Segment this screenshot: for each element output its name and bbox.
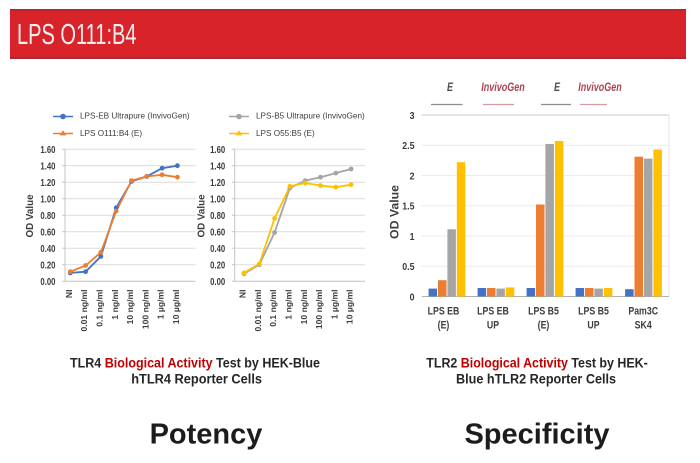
svg-text:0.80: 0.80 bbox=[40, 210, 55, 221]
svg-text:0.00: 0.00 bbox=[40, 276, 55, 287]
svg-text:LPS B5: LPS B5 bbox=[578, 306, 609, 318]
svg-text:10 µg/ml: 10 µg/ml bbox=[345, 290, 355, 325]
svg-text:0.00: 0.00 bbox=[210, 276, 225, 287]
svg-text:InvivoGen: InvivoGen bbox=[481, 81, 525, 95]
svg-text:1.5: 1.5 bbox=[402, 201, 415, 213]
svg-text:LPS EB: LPS EB bbox=[477, 306, 509, 318]
svg-text:Pam3C: Pam3C bbox=[628, 306, 658, 318]
svg-text:0.20: 0.20 bbox=[210, 260, 225, 271]
svg-text:1.20: 1.20 bbox=[40, 177, 55, 188]
svg-text:E: E bbox=[447, 81, 454, 95]
svg-text:OD Value: OD Value bbox=[388, 185, 402, 239]
svg-text:0.1 ng/ml: 0.1 ng/ml bbox=[95, 290, 105, 327]
svg-text:E: E bbox=[554, 81, 561, 95]
svg-text:LPS B5: LPS B5 bbox=[528, 306, 559, 318]
svg-text:1 µg/ml: 1 µg/ml bbox=[329, 290, 339, 320]
svg-text:TLR4 Biological Activity Test: TLR4 Biological Activity Test by HEK-Blu… bbox=[70, 355, 320, 371]
svg-text:Potency: Potency bbox=[150, 419, 263, 451]
svg-text:0.5: 0.5 bbox=[402, 261, 415, 273]
svg-text:0.40: 0.40 bbox=[210, 243, 225, 254]
svg-text:1 ng/ml: 1 ng/ml bbox=[284, 290, 294, 320]
svg-text:1.20: 1.20 bbox=[210, 177, 225, 188]
svg-text:InvivoGen: InvivoGen bbox=[578, 81, 622, 95]
svg-text:1.00: 1.00 bbox=[210, 193, 225, 204]
svg-text:NI: NI bbox=[64, 290, 74, 299]
svg-text:1 ng/ml: 1 ng/ml bbox=[110, 290, 120, 320]
svg-text:1.40: 1.40 bbox=[40, 160, 55, 171]
svg-text:1.60: 1.60 bbox=[210, 144, 225, 155]
svg-text:Blue hTLR2 Reporter Cells: Blue hTLR2 Reporter Cells bbox=[456, 371, 616, 387]
svg-text:10 ng/ml: 10 ng/ml bbox=[299, 290, 309, 325]
svg-text:3: 3 bbox=[410, 110, 415, 122]
svg-text:LPS-EB Ultrapure (InvivoGen): LPS-EB Ultrapure (InvivoGen) bbox=[80, 112, 190, 121]
svg-text:hTLR4 Reporter Cells: hTLR4 Reporter Cells bbox=[131, 371, 262, 387]
svg-text:0.60: 0.60 bbox=[40, 226, 55, 237]
svg-text:0.60: 0.60 bbox=[210, 226, 225, 237]
svg-text:OD Value: OD Value bbox=[25, 194, 36, 238]
svg-text:OD Value: OD Value bbox=[197, 194, 208, 238]
svg-text:100 ng/ml: 100 ng/ml bbox=[314, 290, 324, 330]
svg-text:100 ng/ml: 100 ng/ml bbox=[140, 290, 150, 330]
svg-text:0.1 ng/ml: 0.1 ng/ml bbox=[268, 290, 278, 327]
svg-text:LPS EB: LPS EB bbox=[428, 306, 460, 318]
svg-text:0.01 ng/ml: 0.01 ng/ml bbox=[253, 290, 263, 332]
svg-text:2.5: 2.5 bbox=[402, 140, 415, 152]
svg-text:UP: UP bbox=[587, 320, 600, 332]
svg-text:1.60: 1.60 bbox=[40, 144, 55, 155]
svg-text:0.01 ng/ml: 0.01 ng/ml bbox=[79, 290, 89, 332]
svg-text:0.20: 0.20 bbox=[40, 260, 55, 271]
svg-text:LPS O111:B4 (E): LPS O111:B4 (E) bbox=[80, 129, 142, 138]
svg-text:Specificity: Specificity bbox=[464, 419, 609, 451]
svg-text:(E): (E) bbox=[438, 320, 450, 332]
svg-text:NI: NI bbox=[238, 290, 248, 299]
svg-text:0.80: 0.80 bbox=[210, 210, 225, 221]
svg-text:UP: UP bbox=[487, 320, 500, 332]
svg-text:0.40: 0.40 bbox=[40, 243, 55, 254]
svg-text:1 µg/ml: 1 µg/ml bbox=[156, 290, 166, 320]
svg-text:SK4: SK4 bbox=[635, 320, 653, 332]
svg-text:(E): (E) bbox=[538, 320, 550, 332]
svg-text:1.40: 1.40 bbox=[210, 160, 225, 171]
svg-text:LPS O111:B4: LPS O111:B4 bbox=[17, 20, 137, 51]
svg-text:0: 0 bbox=[410, 292, 415, 304]
svg-text:LPS-B5 Ultrapure (InvivoGen): LPS-B5 Ultrapure (InvivoGen) bbox=[256, 112, 365, 121]
svg-text:1.00: 1.00 bbox=[40, 193, 55, 204]
svg-text:10 µg/ml: 10 µg/ml bbox=[171, 290, 181, 325]
svg-text:LPS O55:B5 (E): LPS O55:B5 (E) bbox=[256, 129, 315, 138]
svg-text:TLR2 Biological Activity Test: TLR2 Biological Activity Test by HEK- bbox=[426, 355, 647, 371]
svg-text:1: 1 bbox=[410, 231, 415, 243]
svg-text:10 ng/ml: 10 ng/ml bbox=[125, 290, 135, 325]
svg-text:2: 2 bbox=[410, 171, 415, 183]
